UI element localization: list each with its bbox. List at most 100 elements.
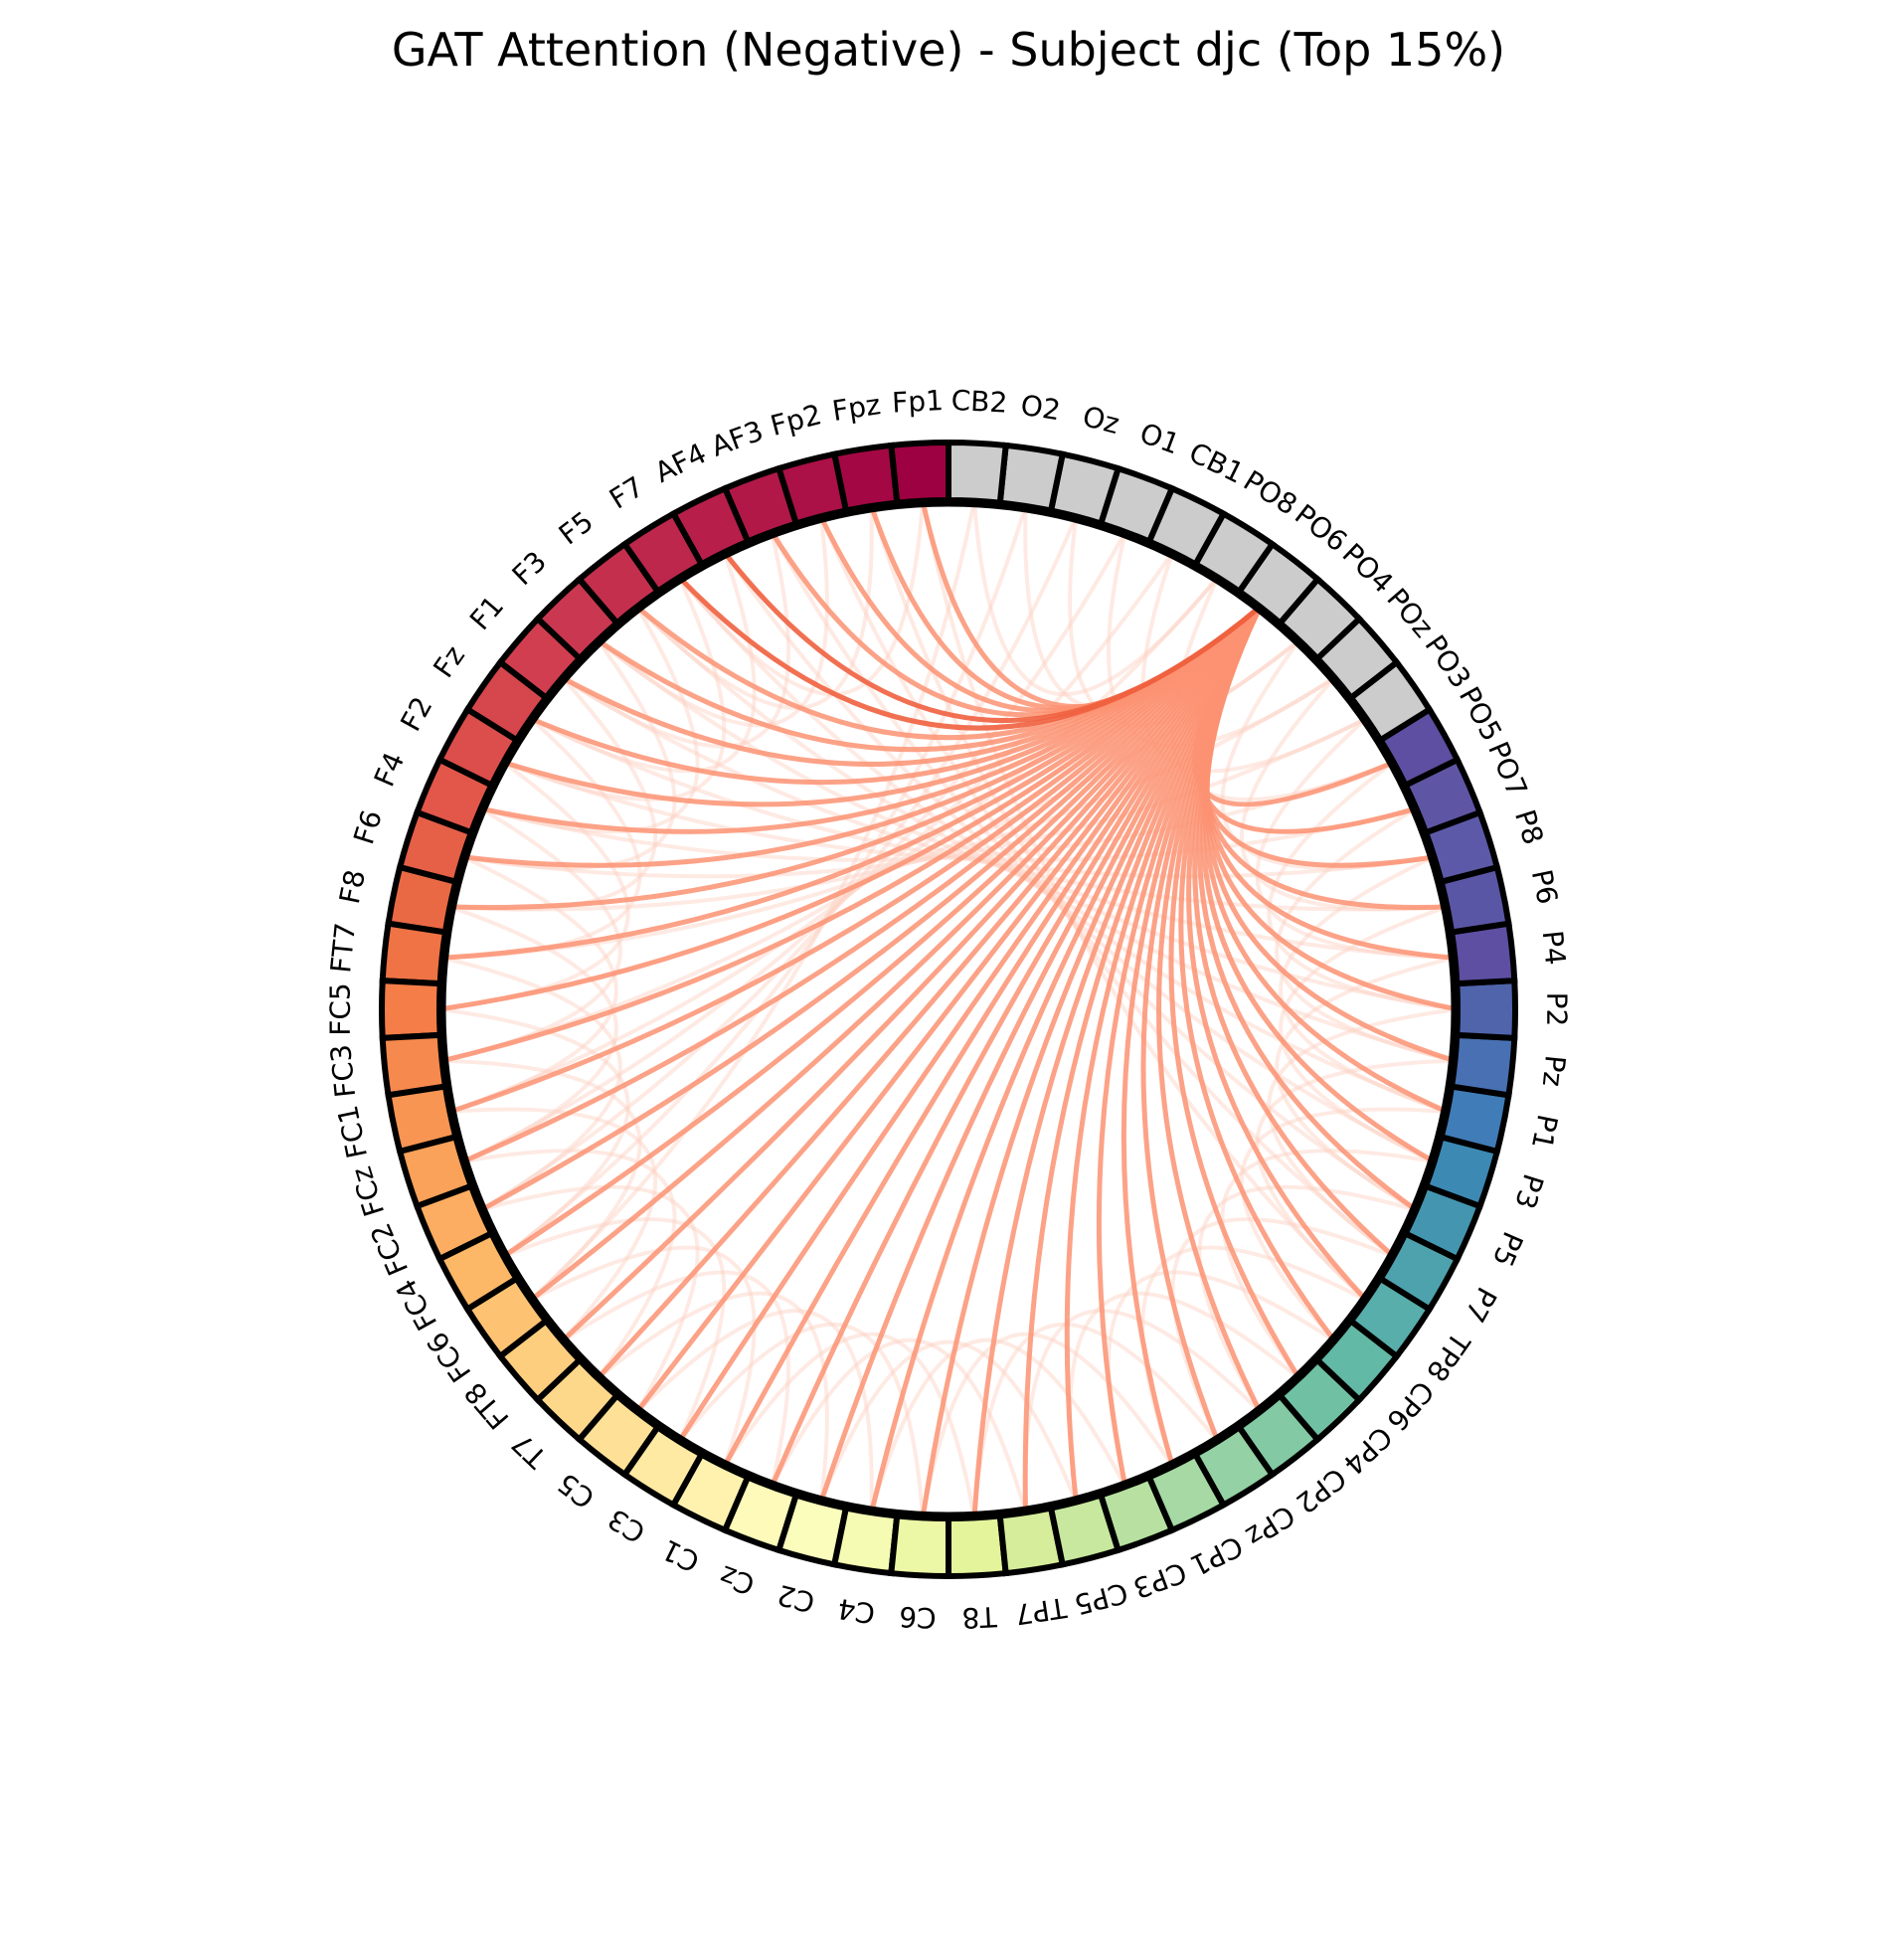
faint-edge xyxy=(460,716,1369,879)
attention-edges xyxy=(436,498,1461,1520)
edge-po6-c5 xyxy=(634,604,1263,1415)
label-pz: Pz xyxy=(1536,1054,1572,1089)
label-cp6: CP6 xyxy=(1380,1374,1440,1437)
faint-edge xyxy=(1267,1007,1460,1259)
label-cp5: CP5 xyxy=(1071,1576,1131,1622)
faint-edge xyxy=(1255,1058,1458,1303)
label-tp7: TP7 xyxy=(1013,1591,1070,1632)
label-po8: PO8 xyxy=(1238,464,1303,522)
node-fp1 xyxy=(888,439,951,506)
faint-edge xyxy=(770,529,1437,1164)
label-fp2: Fp2 xyxy=(767,398,824,443)
label-cp3: CP3 xyxy=(1128,1555,1190,1605)
label-fcz: FCz xyxy=(345,1162,392,1220)
label-f3: F3 xyxy=(506,545,553,592)
label-o2: O2 xyxy=(1018,389,1062,428)
faint-edge xyxy=(971,498,1220,696)
label-cp2: CP2 xyxy=(1290,1461,1352,1519)
edge-po6-ft8 xyxy=(560,604,1263,1343)
label-po4: PO4 xyxy=(1336,537,1400,600)
edge-po6-c6 xyxy=(920,604,1263,1520)
label-f1: F1 xyxy=(463,590,510,636)
edge-po6-fc2 xyxy=(477,604,1263,1213)
label-o1: O1 xyxy=(1135,417,1184,461)
faint-edge xyxy=(447,550,1175,1115)
label-poz: POz xyxy=(1380,582,1440,643)
faint-edge xyxy=(478,605,700,834)
label-t7: T7 xyxy=(505,1427,554,1476)
node-t8 xyxy=(946,1513,1009,1580)
edge-po6-t7 xyxy=(595,604,1263,1381)
edge-po6-po7 xyxy=(1197,604,1420,834)
label-cb2: CB2 xyxy=(950,384,1008,420)
label-fc1: FC1 xyxy=(331,1103,374,1161)
faint-edge xyxy=(1239,1107,1450,1343)
faint-edge xyxy=(439,956,622,1212)
label-f6: F6 xyxy=(347,806,389,848)
label-f5: F5 xyxy=(553,505,600,552)
label-c6: C6 xyxy=(899,1600,938,1635)
label-c5: C5 xyxy=(552,1466,602,1515)
faint-edge xyxy=(1239,675,1450,912)
label-ft8: FT8 xyxy=(458,1376,516,1436)
label-p8: P8 xyxy=(1508,805,1550,848)
faint-edge xyxy=(560,529,791,749)
label-p5: P5 xyxy=(1485,1227,1529,1272)
label-f7: F7 xyxy=(604,470,649,516)
faint-edge xyxy=(770,1337,1028,1515)
faint-edge xyxy=(1255,716,1458,961)
edge-po6-po5 xyxy=(1192,604,1397,807)
faint-edge xyxy=(677,575,1458,1063)
node-c4 xyxy=(830,1504,901,1577)
faint-edge xyxy=(528,716,1437,879)
faint-edge xyxy=(501,1217,727,1444)
node-ft7 xyxy=(379,920,449,987)
label-fc5: FC5 xyxy=(324,982,357,1035)
label-fc6: FC6 xyxy=(421,1326,478,1388)
edge-po6-fcz xyxy=(459,604,1263,1164)
label-oz: Oz xyxy=(1079,400,1122,441)
label-p4: P4 xyxy=(1536,929,1572,967)
edge-po6-c1 xyxy=(722,604,1263,1470)
faint-edge xyxy=(560,1270,791,1490)
label-f4: F4 xyxy=(368,748,412,792)
edge-po6-ft7 xyxy=(439,604,1263,961)
label-cp4: CP4 xyxy=(1337,1420,1399,1481)
faint-edge xyxy=(447,854,618,1115)
node-pz xyxy=(1448,1031,1518,1099)
faint-edge xyxy=(528,498,976,1303)
faint-edge xyxy=(528,1245,757,1469)
label-fz: Fz xyxy=(427,639,471,683)
faint-edge xyxy=(1220,1149,1437,1381)
label-c3: C3 xyxy=(603,1502,651,1549)
label-tp8: TP8 xyxy=(1420,1326,1476,1387)
edge-po6-fc5 xyxy=(436,604,1263,1012)
node-o2 xyxy=(996,442,1067,515)
faint-edge xyxy=(677,498,926,696)
node-p2 xyxy=(1454,977,1519,1042)
faint-edge xyxy=(1275,806,1458,1063)
edge-po6-c4 xyxy=(868,604,1263,1515)
edge-highlight-f7 xyxy=(676,574,1263,731)
faint-edge xyxy=(596,514,829,728)
label-ft7: FT7 xyxy=(324,921,362,975)
chart-title: GAT Attention (Negative) - Subject djc (… xyxy=(392,23,1505,77)
label-po6: PO6 xyxy=(1289,498,1353,559)
label-c4: C4 xyxy=(835,1592,877,1630)
label-po3: PO3 xyxy=(1419,629,1478,694)
faint-edge xyxy=(634,1309,874,1515)
faint-edge xyxy=(437,1007,630,1259)
faint-edge xyxy=(971,1323,1220,1520)
faint-edge xyxy=(478,1184,700,1414)
faint-edge xyxy=(921,498,1369,1303)
label-af4: AF4 xyxy=(649,437,711,489)
label-fc3: FC3 xyxy=(324,1043,362,1100)
faint-edge xyxy=(460,529,1127,1164)
label-cp1: CP1 xyxy=(1185,1529,1248,1583)
label-cz: Cz xyxy=(716,1558,760,1601)
faint-edge xyxy=(478,514,1079,1212)
label-t8: T8 xyxy=(961,1600,999,1635)
faint-edge xyxy=(921,1332,1175,1520)
faint-edge xyxy=(528,550,757,774)
